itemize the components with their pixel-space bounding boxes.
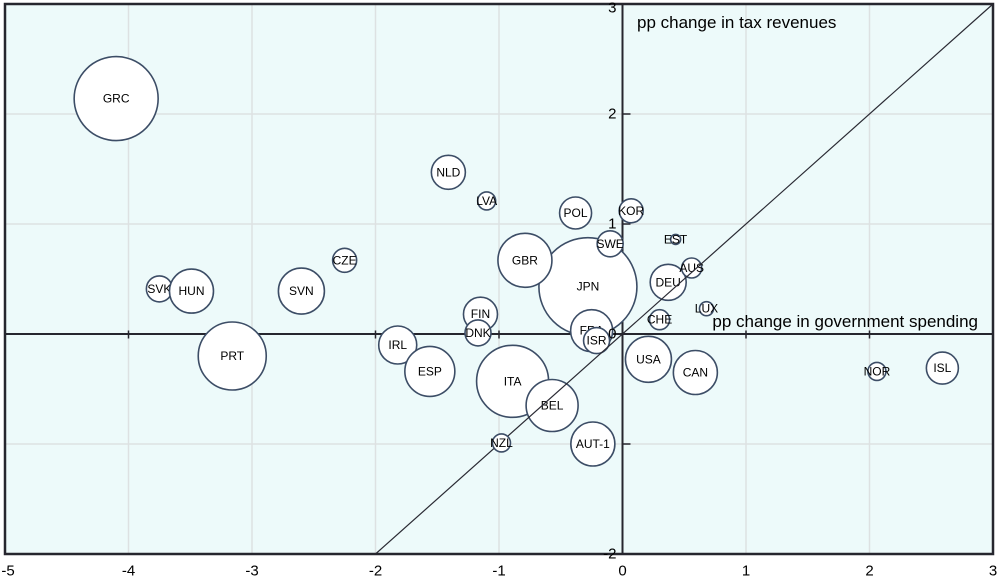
x-tick-label-2: 2	[865, 563, 873, 578]
bubble-label-LVA: LVA	[476, 194, 497, 208]
bubble-label-USA: USA	[636, 352, 661, 366]
bubble-label-ISR: ISR	[587, 334, 607, 348]
bubble-CZE	[331, 247, 358, 274]
bubble-label-CHE: CHE	[647, 313, 672, 327]
bubble-label-NOR: NOR	[864, 364, 891, 378]
bubble-label-NLD: NLD	[436, 165, 460, 179]
bubble-label-AUS: AUS	[679, 261, 704, 275]
bubble-NOR	[867, 361, 887, 382]
bubble-label-CZE: CZE	[333, 253, 357, 267]
bubble-label-DNK: DNK	[465, 326, 490, 340]
x-tick-label--2: -2	[369, 563, 382, 578]
bubble-label-SWE: SWE	[596, 237, 623, 251]
bubble-label-AUT-1: AUT-1	[576, 437, 610, 451]
bubble-DNK	[464, 319, 492, 347]
bubble-NLD	[430, 154, 467, 191]
bubble-label-JPN: JPN	[577, 280, 600, 294]
bubble-EST	[669, 233, 682, 246]
y-tick-label-1: 1	[608, 216, 616, 233]
bubble-NZL	[491, 433, 512, 453]
x-tick-label-3: 3	[989, 563, 997, 578]
bubble-SWE	[596, 230, 624, 258]
bubble-ISL	[925, 351, 960, 385]
bubble-label-PRT: PRT	[220, 349, 244, 363]
bubble-label-ESP: ESP	[418, 364, 442, 378]
bubble-label-SVN: SVN	[289, 284, 314, 298]
x-tick-label--5: -5	[1, 563, 14, 578]
identity-line	[375, 3, 994, 555]
bubble-label-GRC: GRC	[103, 92, 130, 106]
x-tick-label-0: 0	[618, 563, 626, 578]
bubble-POL	[558, 196, 593, 230]
bubble-SVN	[277, 267, 326, 315]
bubble-AUS	[680, 257, 703, 279]
bubble-USA	[624, 335, 673, 384]
bubble-label-LUX: LUX	[695, 302, 718, 316]
bubble-label-NZL: NZL	[490, 436, 513, 450]
bubble-IRL	[377, 325, 418, 365]
y-tick-label--2: -2	[603, 546, 616, 563]
bubble-label-ISL: ISL	[933, 361, 951, 375]
bubble-PRT	[197, 321, 268, 391]
x-tick-label--4: -4	[122, 563, 135, 578]
x-tick-label-1: 1	[742, 563, 750, 578]
bubble-label-BEL: BEL	[541, 399, 564, 413]
bubble-GRC	[73, 55, 159, 142]
bubble-label-POL: POL	[564, 206, 588, 220]
bubble-KOR	[618, 198, 644, 224]
y-axis-title: pp change in tax revenues	[637, 13, 837, 32]
bubble-LUX	[698, 300, 715, 317]
bubble-label-IRL: IRL	[388, 338, 407, 352]
bubble-AUT-1	[570, 421, 616, 467]
bubble-DEU	[649, 263, 687, 302]
bubble-label-CAN: CAN	[683, 366, 708, 380]
bubble-label-GBR: GBR	[512, 253, 538, 267]
bubble-label-ITA: ITA	[504, 374, 522, 388]
bubble-GBR	[497, 232, 553, 289]
bubble-label-SVK: SVK	[147, 282, 171, 296]
x-tick-label--3: -3	[245, 563, 258, 578]
bubble-CAN	[672, 349, 719, 396]
bubble-BEL	[525, 378, 579, 433]
y-tick-label-0: 0	[608, 326, 616, 343]
bubble-LVA	[476, 191, 497, 211]
bubble-ESP	[404, 345, 456, 398]
plot-border	[3, 2, 995, 556]
bubble-label-HUN: HUN	[178, 284, 204, 298]
y-tick-label-2: 2	[608, 106, 616, 123]
bubble-label-DEU: DEU	[656, 275, 681, 289]
y-tick-label-3: 3	[608, 0, 616, 17]
x-axis-title: pp change in government spending	[712, 312, 978, 331]
x-tick-label--1: -1	[492, 563, 505, 578]
bubble-label-KOR: KOR	[618, 204, 644, 218]
bubble-ISR	[582, 326, 611, 355]
bubble-label-FIN: FIN	[471, 307, 490, 321]
bubble-HUN	[168, 268, 215, 314]
bubble-label-EST: EST	[664, 232, 688, 246]
bubble-CHE	[648, 308, 671, 331]
